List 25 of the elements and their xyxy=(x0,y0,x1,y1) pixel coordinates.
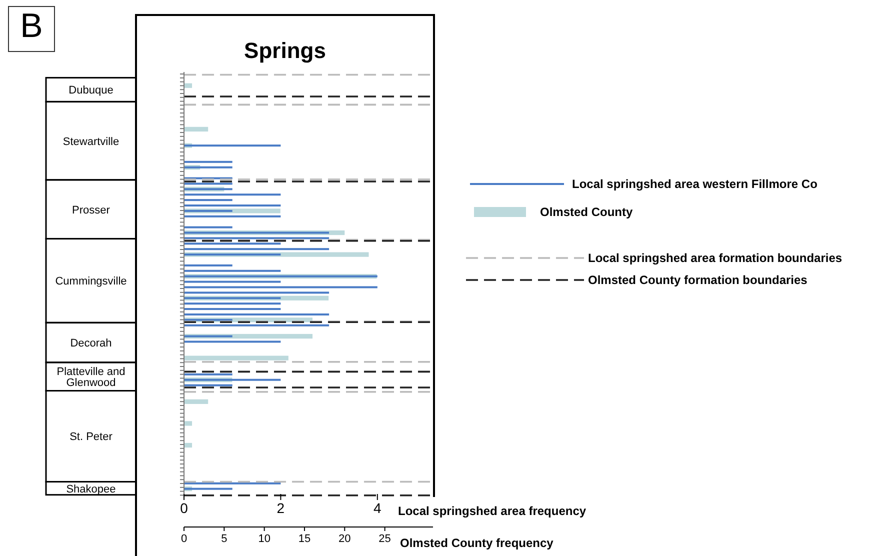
x2-tick-label: 0 xyxy=(180,532,188,545)
text: Olmsted County formation boundaries xyxy=(588,273,808,287)
text: Platteville and Glenwood xyxy=(56,366,126,390)
x-tick-label: 2 xyxy=(276,500,285,516)
x-axis-title: Local springshed area frequency xyxy=(398,504,586,518)
text: Local springshed area western Fillmore Co xyxy=(572,177,818,191)
text: Dubuque xyxy=(68,84,114,97)
x2-tick-label: 5 xyxy=(221,532,228,545)
chart-title: Springs xyxy=(243,38,327,64)
x2-axis-title: Olmsted County frequency xyxy=(400,536,554,550)
text: Stewartville xyxy=(62,136,120,148)
x2-tick-label: 15 xyxy=(298,532,311,545)
text: Local springshed area formation boundaries xyxy=(588,251,842,265)
x-tick-label: 4 xyxy=(374,500,382,516)
x-tick-label: 0 xyxy=(180,500,188,516)
text: Prosser xyxy=(72,204,110,216)
x2-tick-label: 10 xyxy=(258,532,270,545)
x2-tick-label: 20 xyxy=(338,532,351,545)
text: Shakopee xyxy=(66,483,116,496)
text: Decorah xyxy=(70,338,112,350)
x2-tick-label: 25 xyxy=(378,532,391,545)
text: Cummingsville xyxy=(55,276,127,288)
text: B xyxy=(8,6,55,52)
legend-label: Olmsted County xyxy=(540,205,633,219)
text: St. Peter xyxy=(70,431,113,444)
